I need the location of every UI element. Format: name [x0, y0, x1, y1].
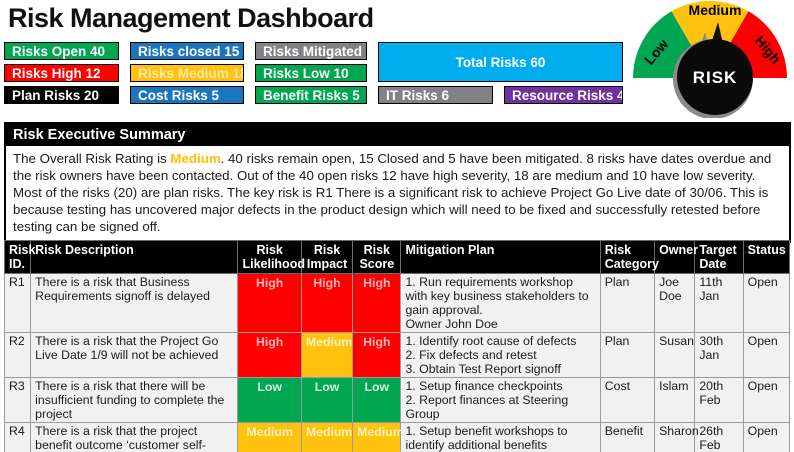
risk-status: Open: [742, 332, 791, 378]
status-tiles: Risks Open 40 Risks closed 15 Risks Miti…: [4, 42, 623, 104]
risk-category: Benefit: [599, 422, 656, 452]
risk-likelihood: Medium: [237, 422, 302, 452]
tile-it-risks: IT Risks 6: [378, 86, 493, 104]
risk-score: High: [352, 332, 402, 378]
risk-id: R1: [3, 273, 32, 333]
table-row: R4 There is a risk that the project bene…: [3, 422, 791, 452]
risk-impact: Medium: [300, 332, 354, 378]
tile-total-risks: Total Risks 60: [378, 42, 623, 82]
risk-owner: Susan: [654, 332, 696, 378]
summary-body-text: . 40 risks remain open, 15 Closed and 5 …: [13, 151, 772, 234]
table-row: R2 There is a risk that the Project Go L…: [3, 332, 791, 378]
risk-gauge-icon: Low Medium High RISK: [633, 0, 787, 119]
col-status: Status: [742, 240, 791, 274]
tile-risks-medium: Risks Medium 18: [130, 64, 244, 82]
risk-likelihood: High: [237, 273, 302, 333]
col-mitigation-plan: Mitigation Plan: [400, 240, 601, 274]
table-row: R1 There is a risk that Business Require…: [3, 273, 791, 333]
risk-score: Medium: [352, 422, 404, 452]
target-date: 30th Jan: [694, 332, 744, 378]
risk-score: Low: [352, 377, 402, 423]
tile-risks-mitigated: Risks Mitigated 5: [255, 42, 367, 60]
risk-impact: Low: [300, 377, 354, 423]
col-owner: Owner: [654, 240, 698, 274]
risk-likelihood: Low: [237, 377, 302, 423]
tile-resource-risks: Resource Risks 4: [504, 86, 623, 104]
table-row: R3 There is a risk that there will be in…: [3, 377, 791, 423]
tile-plan-risks: Plan Risks 20: [4, 86, 119, 104]
target-date: 26th Feb: [694, 422, 744, 452]
risk-id: R2: [3, 332, 32, 378]
risk-owner: Joe Doe: [654, 273, 696, 333]
tile-risks-high: Risks High 12: [4, 64, 119, 82]
col-risk-score: Risk Score: [352, 240, 402, 274]
target-date: 20th Feb: [694, 377, 744, 423]
risk-category: Plan: [599, 332, 656, 378]
gauge-center-label: RISK: [693, 68, 738, 87]
risk-id: R3: [3, 377, 32, 423]
risk-status: Open: [742, 422, 791, 452]
table-header-row: Risk ID. Risk Description Risk Likelihoo…: [3, 240, 791, 274]
col-risk-likelihood: Risk Likelihood: [237, 240, 305, 274]
gauge-hub: [677, 39, 753, 115]
risk-status: Open: [742, 377, 791, 423]
risk-description: There is a risk that there will be insuf…: [30, 377, 239, 423]
col-risk-impact: Risk Impact: [300, 240, 354, 274]
tile-risks-low: Risks Low 10: [255, 64, 367, 82]
mitigation-plan: 1. Run requirements workshop with key bu…: [400, 273, 601, 333]
risk-likelihood: High: [237, 332, 302, 378]
page-title: Risk Management Dashboard: [8, 3, 374, 33]
summary-rating: Medium: [170, 151, 221, 166]
risk-table: Risk ID. Risk Description Risk Likelihoo…: [3, 240, 791, 452]
risk-owner: Islam: [654, 377, 696, 423]
risk-status: Open: [742, 273, 791, 333]
risk-category: Cost: [599, 377, 656, 423]
target-date: 11th Jan: [694, 273, 744, 333]
risk-category: Plan: [599, 273, 656, 333]
gauge-segment-medium: [671, 0, 749, 47]
risk-impact: Medium: [300, 422, 354, 452]
col-target-date: Target Date: [694, 240, 744, 274]
risk-impact: High: [300, 273, 354, 333]
risk-score: High: [352, 273, 402, 333]
risk-id: R4: [3, 422, 32, 452]
risk-description: There is a risk that Business Requiremen…: [30, 273, 239, 333]
tile-cost-risks: Cost Risks 5: [130, 86, 244, 104]
gauge-label-medium: Medium: [689, 2, 742, 18]
summary-header: Risk Executive Summary: [6, 124, 789, 146]
mitigation-plan: 1. Setup benefit workshops to identify a…: [400, 422, 601, 452]
risk-owner: Sharon: [654, 422, 699, 452]
col-risk-description: Risk Description: [30, 240, 239, 274]
tile-risks-closed: Risks closed 15: [130, 42, 244, 60]
summary-text: The Overall Risk Rating is Medium. 40 ri…: [6, 146, 789, 241]
mitigation-plan: 1. Setup finance checkpoints 2. Report f…: [400, 377, 601, 423]
mitigation-plan: 1. Identify root cause of defects 2. Fix…: [400, 332, 601, 378]
tile-risks-open: Risks Open 40: [4, 42, 119, 60]
col-risk-id: Risk ID.: [3, 240, 35, 274]
risk-gauge: Low Medium High RISK: [624, 0, 792, 119]
risk-executive-summary: Risk Executive Summary The Overall Risk …: [4, 122, 791, 243]
col-risk-category: Risk Category: [599, 240, 659, 274]
tile-benefit-risks: Benefit Risks 5: [255, 86, 367, 104]
summary-intro: The Overall Risk Rating is: [13, 151, 171, 166]
risk-description: There is a risk that the Project Go Live…: [30, 332, 239, 378]
risk-description: There is a risk that the project benefit…: [30, 422, 239, 452]
